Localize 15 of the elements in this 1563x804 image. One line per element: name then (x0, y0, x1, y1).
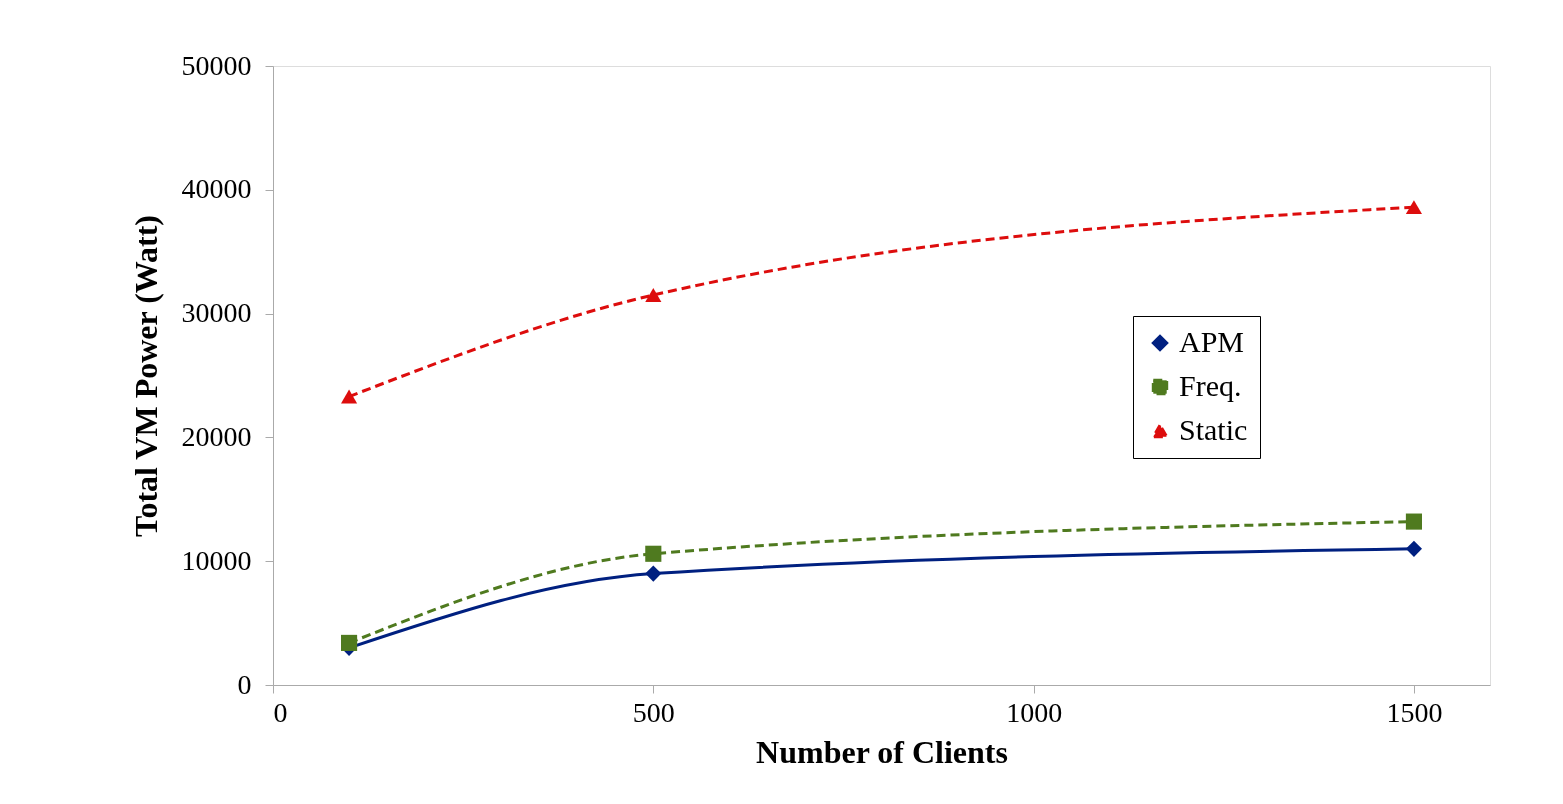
y-tick-label: 30000 (181, 297, 252, 329)
x-tick-label: 500 (632, 696, 675, 728)
y-tick-label: 50000 (181, 49, 252, 81)
x-tick-label: 1500 (1386, 696, 1443, 728)
y-tick-label: 10000 (181, 544, 252, 576)
legend-label: APM (1179, 325, 1245, 358)
x-tick-label: 1000 (1006, 696, 1063, 728)
legend-label: Freq. (1179, 369, 1242, 402)
y-tick-label: 40000 (181, 173, 252, 205)
x-axis-title: Number of Clients (756, 733, 1008, 770)
y-axis-title: Total VM Power (Watt) (127, 214, 164, 538)
y-tick-label: 20000 (181, 420, 252, 452)
x-tick-label: 0 (273, 696, 288, 728)
legend-label: Static (1179, 413, 1248, 446)
y-tick-label: 0 (237, 668, 252, 700)
